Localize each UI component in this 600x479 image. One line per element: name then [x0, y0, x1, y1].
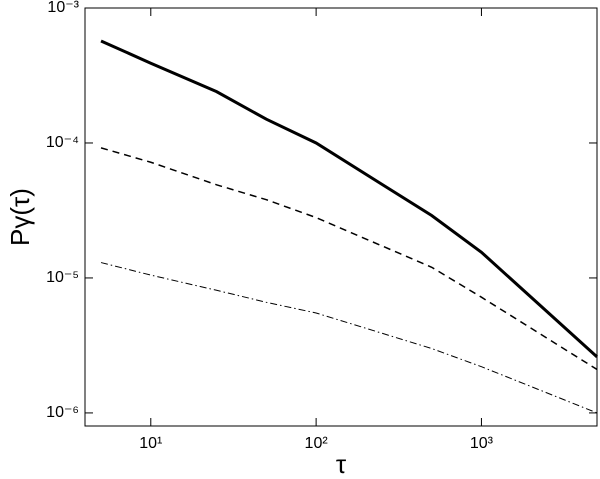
- y-axis-label: Pγ(τ): [5, 188, 35, 246]
- series-line: [100, 262, 598, 414]
- x-tick-label: 10³: [470, 435, 494, 452]
- series-line: [100, 147, 598, 371]
- plot-frame: [84, 7, 598, 427]
- y-tick-label: 10⁻³: [47, 0, 79, 16]
- x-tick-label: 10¹: [139, 435, 162, 452]
- x-axis-label: τ: [336, 449, 347, 479]
- x-tick-label: 10²: [305, 435, 329, 452]
- y-tick-label: 10⁻⁵: [46, 269, 79, 286]
- y-tick-label: 10⁻⁴: [46, 134, 79, 151]
- y-tick-label: 10⁻⁶: [46, 404, 79, 421]
- series-line: [100, 39, 599, 359]
